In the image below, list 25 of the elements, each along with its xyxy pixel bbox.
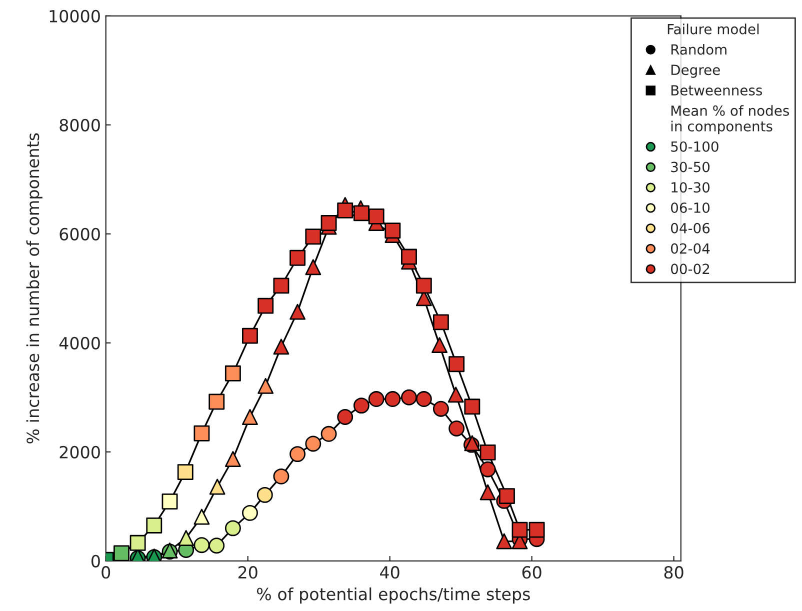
y-tick-label: 6000 bbox=[60, 228, 100, 240]
y-tick-label: 10000 bbox=[50, 10, 100, 22]
legend-label: Random bbox=[671, 44, 726, 55]
x-tick-label: 40 bbox=[380, 566, 400, 579]
legend-label: 50-100 bbox=[671, 141, 718, 152]
legend-label: Degree bbox=[671, 64, 720, 78]
y-tick-label: 4000 bbox=[59, 336, 100, 350]
y-tick-label: 8000 bbox=[60, 118, 100, 132]
y-axis-title: % increase in number of components bbox=[26, 133, 42, 444]
legend-label: Betweenness bbox=[671, 85, 762, 96]
legend-label: 30-50 bbox=[671, 162, 710, 172]
y-tick-label: 0 bbox=[92, 554, 100, 568]
y-tick-label: 2000 bbox=[60, 446, 100, 458]
legend-label: 00-02 bbox=[671, 264, 710, 274]
legend-label: 10-30 bbox=[672, 182, 710, 193]
x-tick-label: 20 bbox=[238, 566, 258, 579]
legend-label: 02-04 bbox=[671, 243, 710, 254]
x-tick-label: 60 bbox=[522, 566, 542, 579]
text: Mean % of nodes in components bbox=[671, 105, 789, 134]
legend-label: 04-06 bbox=[671, 222, 710, 234]
legend-label: 06-10 bbox=[671, 202, 710, 213]
x-tick-label: 0 bbox=[102, 566, 110, 579]
legend-title: Failure model bbox=[668, 24, 759, 34]
x-tick-label: 80 bbox=[664, 566, 684, 579]
x-axis-title: % of potential epochs/time steps bbox=[256, 587, 530, 604]
